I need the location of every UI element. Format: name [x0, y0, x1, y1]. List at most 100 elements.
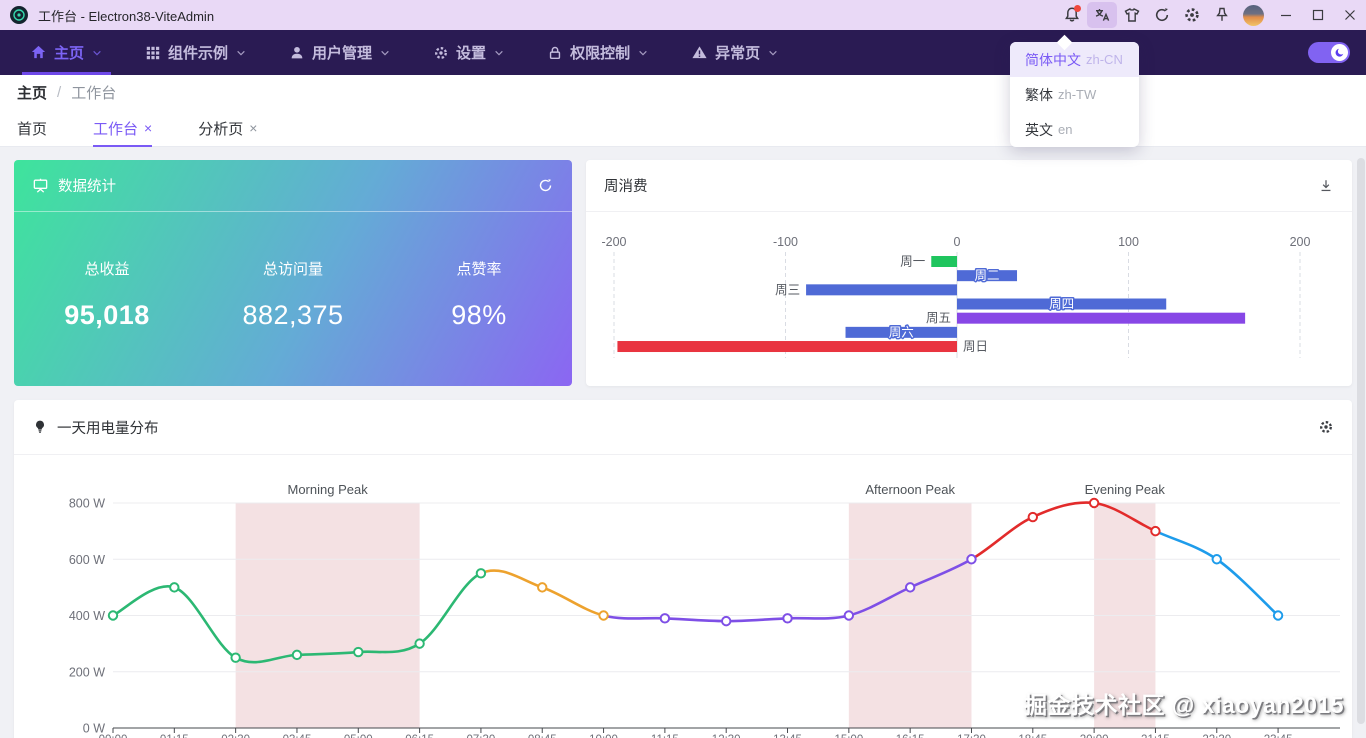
- gear-icon: [435, 46, 448, 59]
- watermark: 掘金技术社区 @ xiaoyan2015: [1023, 692, 1344, 718]
- nav-label: 组件示例: [168, 45, 229, 62]
- bar-card-header: 周消费: [586, 160, 1352, 212]
- x-tick-label: 07:30: [467, 734, 496, 738]
- x-tick-label: 15:00: [834, 734, 863, 738]
- bar-label: 周六: [889, 325, 914, 339]
- x-tick-label: -200: [601, 235, 626, 249]
- nav-item-permissions[interactable]: 权限控制: [547, 30, 649, 75]
- stat-label: 总收益: [84, 261, 130, 278]
- bar-周一: [931, 256, 957, 267]
- x-tick-label: 0: [954, 235, 961, 249]
- stat-revenue: 总收益 95,018: [14, 258, 200, 331]
- x-tick-label: 200: [1290, 235, 1311, 249]
- bar-label: 周四: [1049, 297, 1074, 311]
- tab-label: 工作台: [93, 120, 139, 138]
- x-tick-label: 23:45: [1264, 734, 1293, 738]
- bell-icon[interactable]: [1057, 2, 1087, 28]
- settings-gear-icon[interactable]: [1177, 2, 1207, 28]
- line-segment: [111, 572, 483, 664]
- warning-icon: [692, 46, 707, 59]
- stat-visits: 总访问量 882,375: [200, 258, 386, 331]
- language-code: zh-TW: [1058, 87, 1097, 102]
- chart-settings-gear-icon[interactable]: [1318, 419, 1334, 435]
- data-point: [721, 615, 732, 627]
- mark-area: [848, 503, 972, 728]
- breadcrumb-home[interactable]: 主页: [17, 85, 48, 102]
- x-tick-label: 13:45: [773, 734, 802, 738]
- data-point: [537, 582, 548, 593]
- language-option-zh-cn[interactable]: 简体中文 zh-CN: [1010, 42, 1139, 77]
- moon-icon: [1335, 48, 1344, 57]
- pin-icon[interactable]: [1207, 2, 1237, 28]
- mark-area-label: Afternoon Peak: [865, 482, 955, 497]
- x-tick-label: 11:15: [651, 734, 679, 738]
- download-icon[interactable]: [1318, 178, 1334, 194]
- chevron-down-icon: [639, 50, 647, 56]
- x-tick-label: 18:45: [1018, 734, 1047, 738]
- x-tick-label: 16:15: [896, 734, 925, 738]
- tab-home[interactable]: 首页: [17, 110, 47, 146]
- stats-card-header: 数据统计: [14, 160, 572, 212]
- line-segment: [1154, 529, 1280, 617]
- language-name: 繁体: [1025, 86, 1053, 103]
- chevron-down-icon: [495, 50, 503, 56]
- language-code: zh-CN: [1086, 52, 1123, 67]
- maximize-button[interactable]: [1302, 1, 1334, 29]
- home-icon: [31, 45, 46, 59]
- translate-icon[interactable]: [1087, 2, 1117, 28]
- line-chart-title: 一天用电量分布: [57, 420, 159, 437]
- grid-icon: [146, 46, 160, 59]
- main-content: 数据统计 总收益 95,018 总访问量 882,375 点赞率 98%: [0, 147, 1366, 738]
- nav-item-exceptions[interactable]: 异常页: [691, 30, 779, 75]
- y-tick-label: 200 W: [69, 665, 105, 679]
- nav-item-home[interactable]: 主页: [21, 30, 112, 75]
- x-tick-label: 06:15: [405, 734, 434, 738]
- refresh-stats-icon[interactable]: [537, 177, 554, 194]
- language-code: en: [1058, 122, 1073, 137]
- tab-workbench[interactable]: 工作台 ×: [93, 110, 153, 147]
- language-dropdown: 简体中文 zh-CN 繁体 zh-TW 英文 en: [1010, 34, 1139, 147]
- close-button[interactable]: [1334, 1, 1366, 29]
- theme-shirt-icon[interactable]: [1117, 2, 1147, 28]
- tab-close-icon[interactable]: ×: [144, 120, 153, 136]
- nav-item-users[interactable]: 用户管理: [289, 30, 391, 75]
- nav-label: 用户管理: [312, 45, 373, 62]
- breadcrumb-page: 工作台: [71, 85, 117, 102]
- language-option-en[interactable]: 英文 en: [1010, 112, 1139, 147]
- stats-card-title: 数据统计: [58, 179, 116, 195]
- tab-close-icon[interactable]: ×: [249, 120, 258, 136]
- bar-周五: [957, 312, 1246, 324]
- data-point: [475, 568, 487, 579]
- nav-label: 设置: [456, 45, 487, 62]
- window-title: 工作台 - Electron38-ViteAdmin: [38, 8, 215, 24]
- bar-周日: [617, 341, 957, 353]
- tab-analysis[interactable]: 分析页 ×: [198, 110, 257, 146]
- bar-label: 周日: [963, 340, 988, 354]
- dark-mode-toggle[interactable]: [1308, 42, 1350, 63]
- data-point: [598, 610, 609, 621]
- nav-label: 权限控制: [570, 45, 631, 62]
- lock-icon: [549, 46, 561, 59]
- mark-area: [235, 503, 420, 728]
- stats-body: 总收益 95,018 总访问量 882,375 点赞率 98%: [14, 212, 572, 331]
- data-point: [1150, 525, 1161, 537]
- minimize-button[interactable]: [1270, 1, 1302, 29]
- x-tick-label: 03:45: [283, 734, 312, 738]
- nav-label: 异常页: [715, 45, 761, 62]
- language-option-zh-tw[interactable]: 繁体 zh-TW: [1010, 77, 1139, 112]
- stat-value: 98%: [451, 300, 507, 330]
- x-tick-label: 22:30: [1202, 734, 1231, 738]
- data-point: [904, 582, 916, 593]
- breadcrumb-separator: /: [57, 84, 62, 101]
- tab-bar: 首页 工作台 × 分析页 ×: [0, 110, 1366, 147]
- data-point: [230, 652, 241, 663]
- stat-label: 点赞率: [456, 261, 502, 278]
- x-tick-label: -100: [773, 235, 798, 249]
- x-tick-label: 00:00: [99, 734, 128, 738]
- bar-label: 周一: [900, 255, 925, 269]
- user-avatar[interactable]: [1243, 4, 1264, 26]
- refresh-icon[interactable]: [1147, 2, 1177, 28]
- nav-item-components[interactable]: 组件示例: [145, 30, 247, 75]
- nav-item-settings[interactable]: 设置: [433, 30, 505, 75]
- scrollbar[interactable]: [1357, 158, 1365, 724]
